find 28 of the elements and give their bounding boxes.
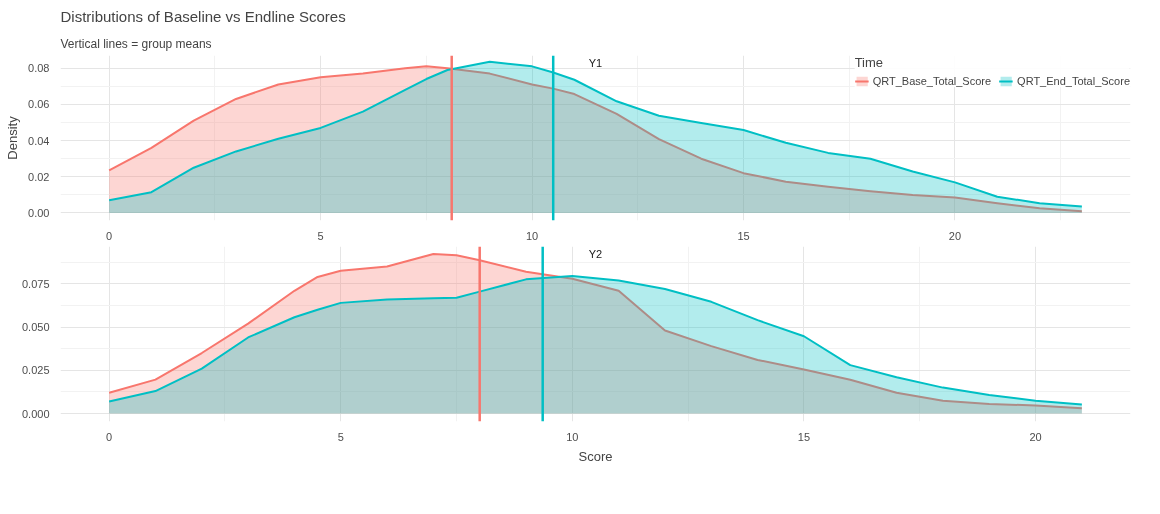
legend-label: QRT_Base_Total_Score bbox=[872, 75, 992, 87]
y-axis-title: Density bbox=[5, 115, 21, 160]
y-tick-label: 0.075 bbox=[21, 277, 50, 290]
y-tick-label: 0.025 bbox=[21, 364, 50, 377]
x-tick-label: 15 bbox=[797, 430, 811, 443]
x-tick-label: 10 bbox=[525, 229, 539, 242]
x-tick-label: 5 bbox=[317, 229, 324, 242]
y-tick-label: 0.000 bbox=[21, 407, 50, 420]
x-tick-label: 10 bbox=[566, 430, 579, 443]
x-tick-label: 15 bbox=[737, 229, 750, 242]
y-tick-label: 0.08 bbox=[28, 62, 50, 75]
chart-title: Distributions of Baseline vs Endline Scores bbox=[60, 7, 346, 25]
x-tick-label: 5 bbox=[337, 430, 344, 443]
y-tick-label: 0.050 bbox=[21, 321, 50, 334]
x-tick-label: 0 bbox=[106, 229, 113, 242]
y-tick-label: 0.04 bbox=[28, 134, 50, 147]
y-tick-label: 0.06 bbox=[28, 98, 50, 111]
x-tick-label: 0 bbox=[106, 430, 113, 443]
x-axis-title: Score bbox=[578, 448, 613, 464]
chart-subtitle: Vertical lines = group means bbox=[60, 36, 212, 51]
x-tick-label: 20 bbox=[948, 229, 962, 242]
legend-title: Time bbox=[854, 55, 885, 70]
y-tick-label: 0.02 bbox=[28, 170, 50, 183]
legend-label: QRT_End_Total_Score bbox=[1017, 75, 1130, 87]
annotation: Y1 bbox=[588, 56, 603, 69]
annotation: Y2 bbox=[588, 247, 603, 260]
x-tick-label: 20 bbox=[1029, 430, 1042, 443]
y-tick-label: 0.00 bbox=[28, 206, 50, 219]
